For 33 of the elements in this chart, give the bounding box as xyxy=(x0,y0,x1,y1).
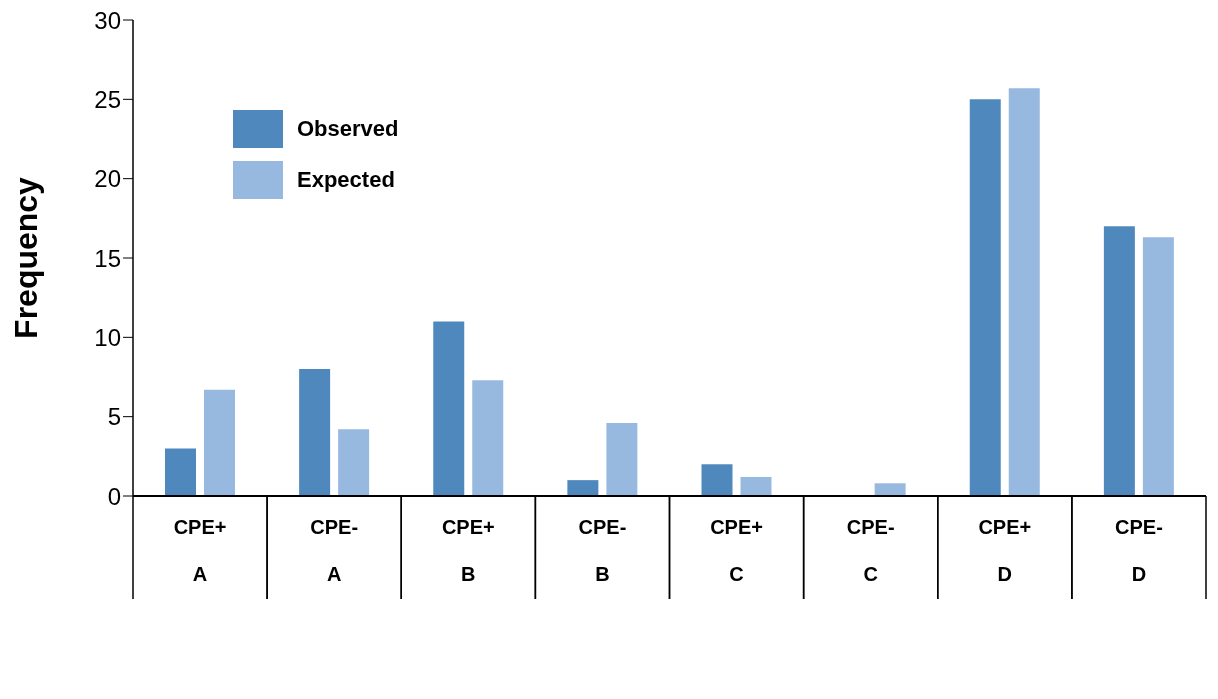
bar xyxy=(1142,237,1174,496)
y-tick-label: 20 xyxy=(94,165,121,193)
bar xyxy=(1103,226,1135,496)
category-label: CPE+ C xyxy=(710,516,763,585)
bar xyxy=(472,380,504,496)
y-tick-label: 25 xyxy=(94,85,121,113)
bar xyxy=(969,99,1001,496)
y-tick-label: 15 xyxy=(94,244,121,272)
category-label: CPE+ D xyxy=(978,516,1032,585)
bar xyxy=(433,321,465,496)
y-tick-label: 30 xyxy=(94,6,121,34)
category-label: CPE- D xyxy=(1115,516,1163,585)
bar xyxy=(701,464,733,496)
category-label: CPE+ A xyxy=(173,516,227,585)
legend-label: Observed xyxy=(297,115,399,142)
bar xyxy=(874,483,906,496)
category-label: CPE+ B xyxy=(441,516,495,585)
category-label: CPE- A xyxy=(310,516,359,585)
bar xyxy=(1008,88,1040,496)
category-label: CPE- C xyxy=(846,516,895,585)
legend-label: Expected xyxy=(297,166,395,193)
bar xyxy=(740,476,772,496)
bar xyxy=(606,423,638,496)
bar xyxy=(204,389,235,496)
bar xyxy=(338,429,370,496)
y-tick-label: 10 xyxy=(94,323,121,351)
category-label: CPE- B xyxy=(578,516,627,585)
y-tick-label: 0 xyxy=(107,482,121,510)
bar xyxy=(567,480,599,496)
bar xyxy=(299,369,331,496)
y-tick-label: 5 xyxy=(107,403,121,431)
bar xyxy=(165,448,196,496)
y-axis-title: Frequency xyxy=(8,176,45,339)
